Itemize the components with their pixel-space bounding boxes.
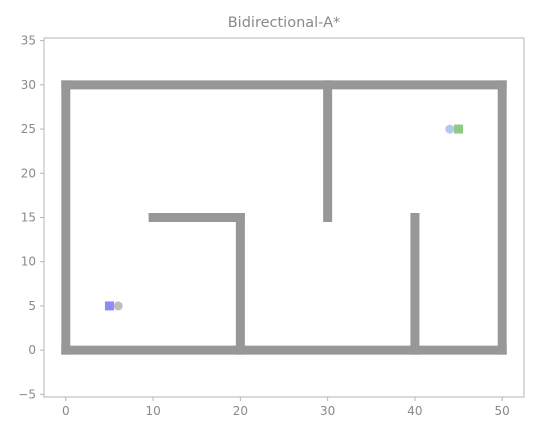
x-tick-label-30: 30 — [320, 404, 335, 418]
start-marker — [104, 301, 114, 311]
start-neighbor-marker — [113, 301, 123, 311]
y-tick-label-15: 15 — [21, 211, 36, 225]
x-tick-label-10: 10 — [145, 404, 160, 418]
point-layer — [104, 124, 464, 311]
y-tick-label-30: 30 — [21, 78, 36, 92]
plot-frame — [43, 37, 525, 398]
chart-title: Bidirectional-A* — [228, 15, 341, 31]
goal-neighbor-marker — [445, 124, 455, 134]
x-tick-label-0: 0 — [62, 404, 70, 418]
x-tick-label-50: 50 — [495, 404, 510, 418]
x-tick-label-40: 40 — [407, 404, 422, 418]
y-tick-label-20: 20 — [21, 166, 36, 180]
y-tick-label-0: 0 — [28, 343, 36, 357]
x-tick-label-20: 20 — [233, 404, 248, 418]
y-tick-label-25: 25 — [21, 122, 36, 136]
y-tick-label-5: 5 — [28, 299, 36, 313]
y-tick-label-35: 35 — [21, 34, 36, 48]
obstacle-layer — [61, 80, 507, 355]
x-axis: 0 10 20 30 40 50 — [62, 397, 510, 418]
y-tick-label--5: −5 — [18, 387, 36, 401]
goal-marker — [454, 124, 464, 134]
y-tick-label-10: 10 — [21, 255, 36, 269]
y-axis: −5 0 5 10 15 20 25 30 35 — [18, 34, 44, 401]
